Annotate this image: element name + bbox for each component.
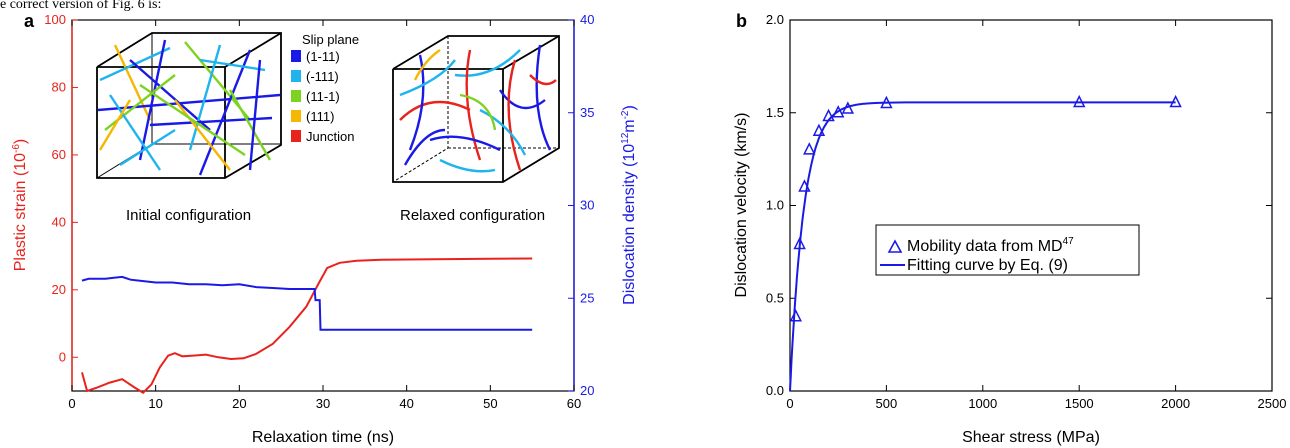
legend-swatch: [291, 130, 301, 142]
inset-relaxed-configuration: [392, 35, 560, 183]
x-tick-label: 40: [399, 396, 413, 411]
panel-a: a 0 10 20 30 40 50 60 0 20 40 60 80 100 20 25 30 35 40: [11, 11, 638, 446]
panel-b: b 0 500 1000 1500 2000 2500 0.0 0.5 1.0 1.5 2.0 Mo…: [733, 11, 1286, 446]
legend-item-label: (11-1): [306, 89, 340, 104]
mobility-data-point: [789, 309, 802, 322]
mobility-data-point: [798, 179, 811, 192]
x-tick-label: 20: [232, 396, 246, 411]
left-y-tick-label: 0: [59, 349, 66, 364]
fitting-curve-line: [789, 101, 1176, 392]
initial-configuration-label: Initial configuration: [126, 207, 251, 224]
mobility-data-point: [831, 105, 845, 118]
x-tick-label: 30: [316, 396, 330, 411]
left-y-tick-label: 100: [44, 12, 66, 27]
mobility-data-point: [841, 101, 855, 114]
right-y-tick-label: 30: [580, 198, 594, 213]
legend-item-fitting: Fitting curve by Eq. (9): [907, 257, 1068, 274]
legend-title: Slip plane: [302, 32, 359, 47]
x-tick-label: 2000: [1161, 396, 1190, 411]
legend-swatch: [291, 50, 301, 62]
y-tick-label: 2.0: [766, 12, 784, 27]
x-tick-label: 2500: [1258, 396, 1287, 411]
right-y-tick-label: 35: [580, 105, 594, 120]
x-tick-label: 50: [483, 396, 497, 411]
panel-b-ylabel: Dislocation velocity (km/s): [733, 113, 750, 298]
right-y-tick-label: 20: [580, 383, 594, 398]
dislocation-density-line: [81, 275, 533, 331]
plastic-strain-line: [81, 257, 533, 394]
mobility-data-point: [1072, 94, 1086, 108]
panel-a-right-ylabel: Dislocation density (1012m-2): [620, 105, 638, 305]
left-y-tick-label: 20: [52, 282, 66, 297]
y-tick-label: 0.0: [766, 383, 784, 398]
left-y-tick-label: 80: [52, 79, 66, 94]
panel-a-left-ylabel: Plastic strain (10-6): [11, 139, 29, 272]
mobility-data-point: [1169, 94, 1182, 108]
x-tick-label: 0: [68, 396, 75, 411]
legend-swatch: [291, 110, 301, 122]
mobility-data-point: [812, 123, 826, 137]
mobility-data-point: [822, 108, 835, 122]
slip-plane-legend: Slip plane (1-11) (-111) (11-1) (111) Juncti…: [291, 32, 359, 144]
mobility-data-point: [880, 95, 893, 109]
legend-item-label: (1-11): [306, 49, 340, 64]
x-tick-label: 1500: [1065, 396, 1094, 411]
legend-swatch: [291, 70, 301, 82]
legend-item-label: Junction: [306, 129, 354, 144]
legend-item-label: (-111): [306, 69, 339, 84]
y-tick-label: 1.0: [766, 198, 784, 213]
right-y-tick-label: 25: [580, 290, 594, 305]
legend-item-mobility: Mobility data from MD47: [907, 236, 1074, 255]
y-tick-label: 0.5: [766, 290, 784, 305]
panel-b-legend: [875, 224, 1140, 276]
x-tick-label: 0: [786, 396, 793, 411]
x-tick-label: 10: [148, 396, 162, 411]
left-y-tick-label: 60: [52, 147, 66, 162]
right-y-tick-label: 40: [580, 12, 594, 27]
panel-b-xlabel: Shear stress (MPa): [962, 429, 1100, 446]
relaxed-configuration-label: Relaxed configuration: [400, 207, 545, 224]
panel-b-label: b: [736, 11, 747, 31]
mobility-data-point: [803, 142, 816, 155]
legend-triangle-marker: [887, 239, 903, 253]
mobility-data-point: [793, 236, 806, 250]
legend-item-label: (111): [306, 109, 334, 124]
legend-swatch: [291, 90, 301, 102]
header-note: e correct version of Fig. 6 is:: [0, 0, 161, 12]
inset-initial-configuration: [96, 32, 282, 179]
x-tick-label: 1000: [968, 396, 997, 411]
y-tick-label: 1.5: [766, 105, 784, 120]
panel-a-xlabel: Relaxation time (ns): [252, 429, 394, 446]
x-tick-label: 500: [876, 396, 898, 411]
panel-a-label: a: [24, 11, 35, 31]
panel-b-frame: [789, 19, 1273, 392]
left-y-tick-label: 40: [52, 214, 66, 229]
x-tick-label: 60: [567, 396, 581, 411]
